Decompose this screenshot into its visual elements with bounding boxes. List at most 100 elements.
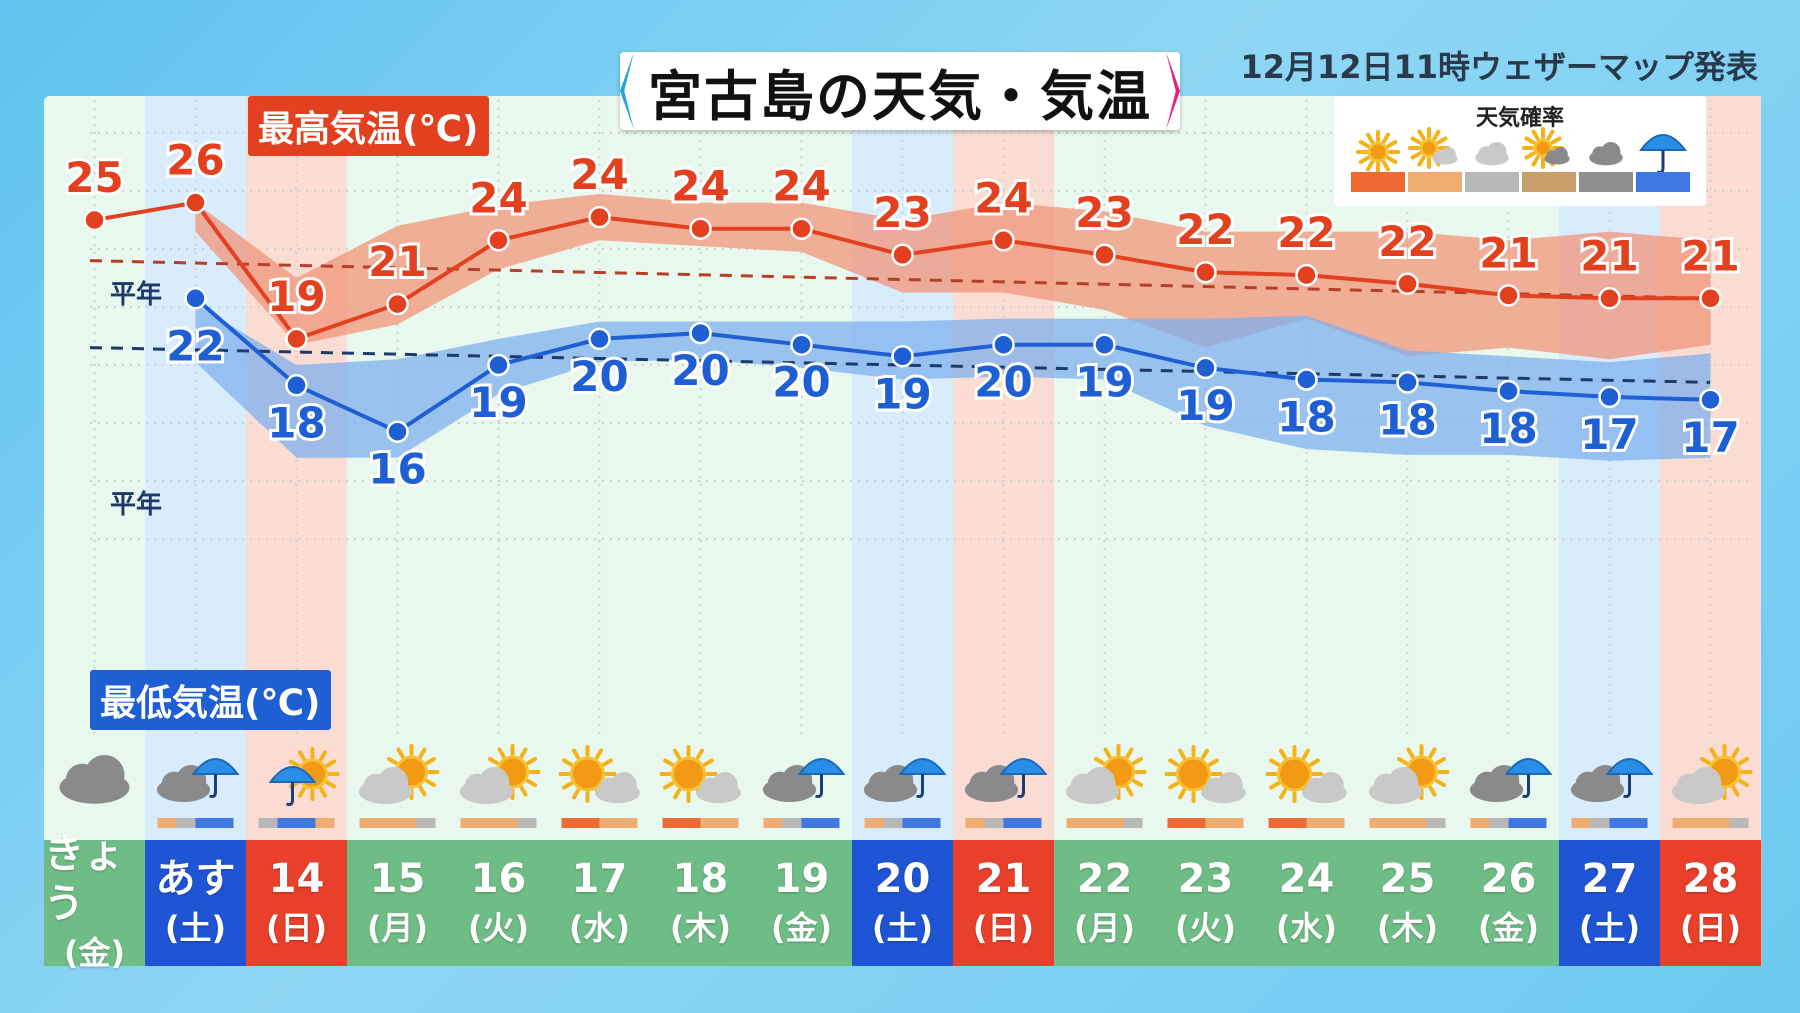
day-cell: 19 (金) [751, 840, 853, 966]
day-weekday: (木) [1376, 909, 1439, 947]
min-temp-point [992, 333, 1015, 356]
weather-icon-sun-cloud [1265, 745, 1347, 804]
umbrella-icon [191, 758, 240, 798]
min-temp-value-label: 18 [267, 398, 325, 447]
cloud-icon [1368, 767, 1423, 805]
min-temp-point [386, 420, 409, 443]
day-weekday: (土) [871, 909, 934, 947]
min-temp-point [689, 321, 712, 345]
day-cell: 18 (木) [650, 840, 752, 966]
min-temp-point [588, 327, 611, 351]
day-date: きょう [44, 831, 124, 927]
min-temp-value-label: 22 [166, 321, 224, 370]
cloud-icon [459, 767, 514, 805]
min-temp-point [487, 353, 510, 377]
min-temp-value-label: 18 [1378, 395, 1436, 444]
cloud-icon [1432, 147, 1458, 165]
day-cell: 26 (金) [1458, 840, 1560, 966]
max-temp-point [1497, 284, 1520, 307]
weather-icon-sun-cloud [1164, 745, 1246, 804]
umbrella-icon [898, 758, 947, 798]
sun-icon [1408, 127, 1450, 169]
weather-icon-sun-cloud [558, 745, 640, 804]
max-temp-point [1194, 260, 1217, 284]
weather-icon-rain-sun [268, 747, 340, 806]
weather-probability-bar [1571, 818, 1648, 828]
weather-probability-bar [763, 818, 840, 828]
umbrella-icon [1605, 758, 1654, 798]
day-cell: 23 (火) [1155, 840, 1257, 966]
max-temp-value-label: 25 [65, 153, 123, 202]
legend-color-swatch [1522, 172, 1576, 192]
sun-cloud-icon [1408, 127, 1458, 169]
day-cell: 15 (月) [347, 840, 449, 966]
min-temp-point [184, 287, 207, 310]
day-weekday: (日) [1679, 909, 1742, 947]
legend-color-swatch [1408, 172, 1462, 192]
weather-probability-bar [1268, 818, 1345, 828]
umbrella-icon [1504, 758, 1553, 798]
min-temp-value-label: 16 [368, 445, 426, 494]
legend-color-swatch [1636, 172, 1690, 192]
weather-probability-legend: 天気確率 [1334, 96, 1706, 206]
day-weekday: (土) [164, 909, 227, 947]
day-date: 18 [672, 856, 729, 902]
day-date: 21 [975, 856, 1032, 902]
cloud-icon [595, 772, 640, 804]
max-temp-value-label: 24 [772, 162, 830, 211]
max-temp-point [487, 229, 510, 252]
dark-cloud-icon [1589, 142, 1623, 166]
day-cell: 17 (水) [549, 840, 651, 966]
weather-probability-bar [258, 818, 335, 828]
min-temp-value-label: 17 [1681, 413, 1739, 462]
day-date: 27 [1581, 856, 1638, 902]
day-weekday: (金) [770, 909, 833, 947]
min-temp-point [285, 374, 308, 397]
weather-probability-bar [157, 818, 234, 828]
max-temp-point [1699, 287, 1722, 310]
max-temp-point [1295, 263, 1318, 287]
weather-icon-cloud-sun [459, 744, 541, 805]
legend-color-swatch [1465, 172, 1519, 192]
weather-probability-bar [662, 818, 739, 828]
day-weekday: (土) [1578, 909, 1641, 947]
day-weekday: (火) [1174, 909, 1237, 947]
day-weekday: (金) [1477, 909, 1540, 947]
min-temp-point [1598, 385, 1621, 409]
min-temp-point [790, 333, 813, 356]
weather-probability-bar [1066, 818, 1143, 828]
cloud-icon [1671, 767, 1726, 805]
day-cell: 25 (木) [1357, 840, 1459, 966]
weather-icon-cloud-sun [1065, 744, 1147, 805]
weather-probability-bar [965, 818, 1042, 828]
min-temp-point [1093, 333, 1116, 356]
max-temp-value-label: 23 [873, 188, 931, 237]
max-temp-value-label: 21 [1681, 231, 1739, 280]
max-temp-value-label: 24 [469, 173, 527, 222]
day-cell: 27 (土) [1559, 840, 1661, 966]
max-temp-value-label: 22 [1378, 217, 1436, 266]
weather-icon-cloud [59, 755, 130, 804]
min-temp-value-label: 18 [1277, 393, 1335, 442]
max-temp-value-label: 19 [267, 272, 325, 321]
day-date: 16 [470, 856, 527, 902]
min-temp-value-label: 17 [1580, 410, 1638, 459]
max-temp-value-label: 24 [974, 173, 1032, 222]
min-temp-value-label: 18 [1479, 404, 1537, 453]
day-cell: 24 (水) [1256, 840, 1358, 966]
weather-probability-bar [460, 818, 537, 828]
weather-icon-cloud-rain [1469, 758, 1553, 803]
day-cell: 16 (火) [448, 840, 550, 966]
max-temp-label: 最高気温(℃) [248, 96, 489, 156]
day-cell: あす (土) [145, 840, 247, 966]
issued-text: 12月12日11時ウェザーマップ発表 [1240, 48, 1758, 86]
legend-title: 天気確率 [1475, 106, 1564, 131]
cloud-icon [1589, 142, 1623, 166]
day-weekday: (水) [568, 909, 631, 947]
cloud-icon [1475, 142, 1509, 166]
max-temp-point [184, 191, 207, 214]
max-temp-value-label: 21 [368, 237, 426, 286]
cloud-icon [762, 765, 817, 803]
cloud-icon [156, 765, 211, 803]
